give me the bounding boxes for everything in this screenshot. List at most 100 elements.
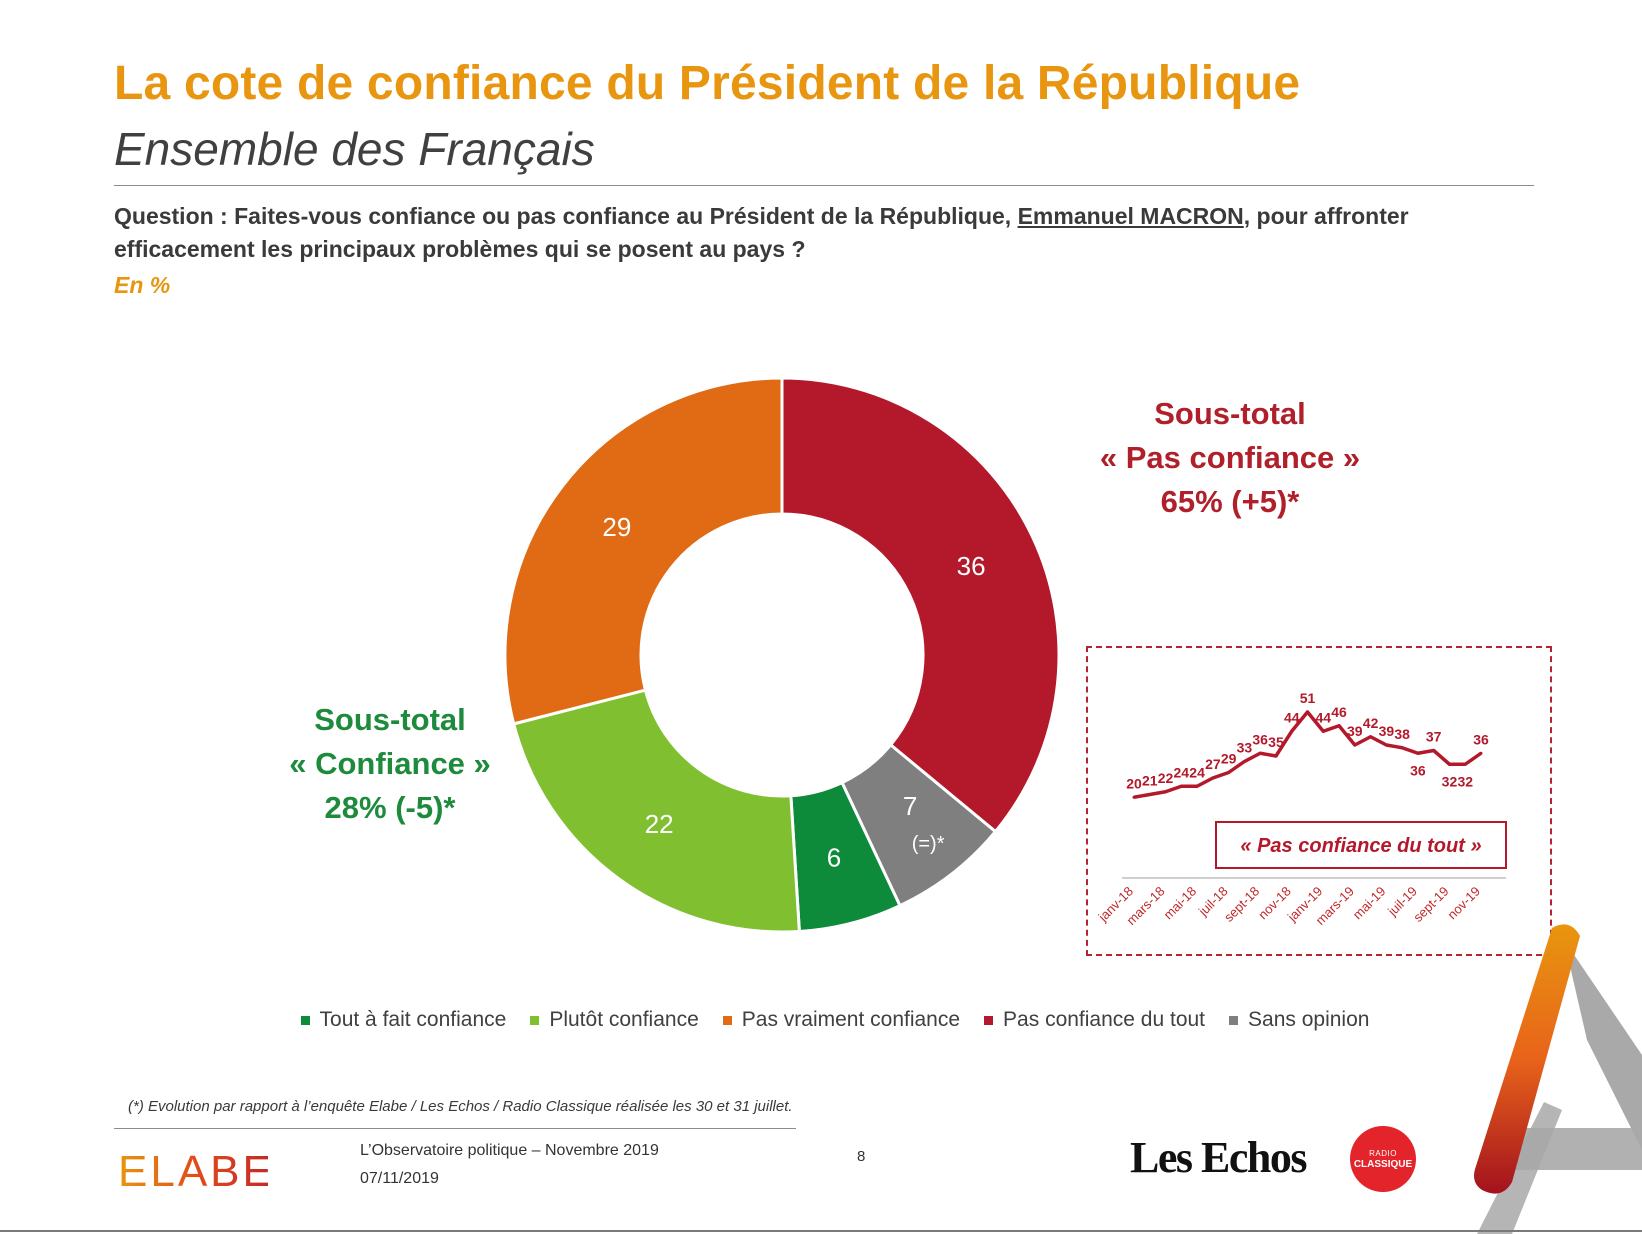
trend-line xyxy=(1133,710,1483,799)
trend-point-21 xyxy=(1463,762,1467,766)
question-suffix: , pour affronter efficacement les princi… xyxy=(114,203,1409,262)
trend-value-7: 33 xyxy=(1237,740,1253,756)
trend-point-17 xyxy=(1400,746,1404,750)
trend-value-22: 36 xyxy=(1473,731,1489,747)
trend-point-18 xyxy=(1416,751,1420,755)
legend-swatch-4 xyxy=(1229,1015,1239,1025)
page-number: 8 xyxy=(857,1148,866,1165)
footer-publication: L’Observatoire politique – Novembre 2019 xyxy=(360,1142,659,1159)
triangle-gray-right xyxy=(1564,940,1642,1150)
legend-swatch-2 xyxy=(722,1015,732,1025)
corner-triangle-logo xyxy=(1474,924,1642,1234)
donut-label-0: 36 xyxy=(957,551,986,581)
trend-point-19 xyxy=(1432,749,1436,752)
subtotal-confiance: Sous-total « Confiance » 28% (-5)* xyxy=(270,698,510,830)
page-title: La cote de confiance du Président de la … xyxy=(114,57,1301,110)
elabe-logo: ELABE xyxy=(118,1150,268,1190)
footer-divider xyxy=(114,1128,796,1129)
trend-value-0: 20 xyxy=(1126,775,1142,791)
subtotal-pos-line1: Sous-total xyxy=(314,702,466,737)
trend-value-1: 21 xyxy=(1142,773,1158,789)
trend-point-15 xyxy=(1369,735,1373,739)
legend-label-0: Tout à fait confiance xyxy=(319,1008,507,1031)
trend-value-17: 38 xyxy=(1394,726,1410,742)
trend-point-0 xyxy=(1132,795,1136,799)
trend-value-16: 39 xyxy=(1379,723,1395,739)
chart-legend: Tout à fait confiance Plutôt confiance Pas… xyxy=(270,1008,1400,1032)
x-tick-label-2: mai-18 xyxy=(1160,884,1199,923)
subtotal-neg-line2: « Pas confiance » xyxy=(1099,440,1361,475)
trend-value-4: 24 xyxy=(1189,764,1205,780)
footer-date: 07/11/2019 xyxy=(360,1170,439,1187)
trend-value-9: 35 xyxy=(1268,734,1284,750)
legend-label-1: Plutôt confiance xyxy=(549,1008,699,1031)
legend-label-4: Sans opinion xyxy=(1248,1008,1370,1031)
trend-value-15: 42 xyxy=(1363,715,1379,731)
trend-point-3 xyxy=(1179,784,1183,788)
inset-frame xyxy=(1086,646,1552,956)
x-tick-label-8: mai-19 xyxy=(1350,884,1389,923)
trend-value-10: 44 xyxy=(1284,709,1300,725)
triangle-gray-left xyxy=(1477,1102,1562,1234)
trend-point-20 xyxy=(1447,762,1451,766)
trend-value-6: 29 xyxy=(1221,751,1237,767)
donut-label-4: 29 xyxy=(602,512,631,542)
radio-logo-line1: RADIO xyxy=(1369,1149,1397,1158)
trend-point-10 xyxy=(1290,729,1294,733)
trend-value-20: 32 xyxy=(1442,773,1458,789)
subtotal-pos-line2: « Confiance » xyxy=(289,746,491,781)
trend-point-1 xyxy=(1148,793,1152,796)
legend-swatch-3 xyxy=(984,1015,994,1025)
subtotal-neg-line1: Sous-total xyxy=(1154,396,1306,431)
trend-point-7 xyxy=(1242,760,1246,763)
donut-label-3: 22 xyxy=(645,809,674,839)
donut-chart: 36 7 (=)* 6 22 29 xyxy=(505,376,1061,934)
trend-point-4 xyxy=(1195,784,1199,788)
legend-item-1: Plutôt confiance xyxy=(530,1008,699,1032)
triangle-color-stroke xyxy=(1474,924,1580,1194)
trend-point-22 xyxy=(1479,751,1483,755)
legend-swatch-1 xyxy=(530,1015,540,1025)
trend-value-13: 46 xyxy=(1331,704,1347,720)
trend-point-2 xyxy=(1164,790,1168,794)
donut-slice-4 xyxy=(505,376,784,726)
trend-value-3: 24 xyxy=(1174,764,1190,780)
radio-logo-line2: CLASSIQUE xyxy=(1353,1159,1413,1170)
radio-classique-logo: RADIO CLASSIQUE xyxy=(1350,1126,1416,1192)
question-prefix: Question : Faites-vous confiance ou pas … xyxy=(114,203,1018,229)
legend-item-4: Sans opinion xyxy=(1229,1008,1369,1032)
x-tick-label-4: sept-18 xyxy=(1221,884,1262,925)
trend-value-8: 36 xyxy=(1252,731,1268,747)
subtotal-pas-confiance: Sous-total « Pas confiance » 65% (+5)* xyxy=(1080,392,1380,524)
legend-label-2: Pas vraiment confiance xyxy=(741,1008,961,1031)
trend-point-8 xyxy=(1258,751,1262,755)
trend-value-19: 37 xyxy=(1426,729,1442,745)
subtotal-pos-line3: 28% (-5)* xyxy=(324,790,456,825)
question-name: Emmanuel MACRON xyxy=(1017,203,1244,229)
legend-item-3: Pas confiance du tout xyxy=(984,1008,1205,1032)
donut-slice-0 xyxy=(780,376,1061,834)
header-divider xyxy=(114,185,1534,186)
elabe-logo-text: ELABE xyxy=(118,1150,268,1190)
trend-value-14: 39 xyxy=(1347,723,1363,739)
donut-label-2: 6 xyxy=(827,842,841,872)
survey-question: Question : Faites-vous confiance ou pas … xyxy=(114,200,1514,266)
trend-value-21: 32 xyxy=(1457,773,1473,789)
trend-point-13 xyxy=(1337,724,1341,728)
trend-value-5: 27 xyxy=(1205,756,1221,772)
donut-label-1: 7 xyxy=(903,791,917,821)
series-label: « Pas confiance du tout » xyxy=(1240,835,1481,857)
legend-item-0: Tout à fait confiance xyxy=(300,1008,507,1032)
footnote: (*) Evolution par rapport à l’enquête El… xyxy=(128,1098,793,1115)
trend-point-6 xyxy=(1227,771,1231,774)
trend-point-16 xyxy=(1384,743,1388,747)
x-tick-label-10: sept-19 xyxy=(1410,884,1451,925)
subtotal-neg-line3: 65% (+5)* xyxy=(1160,484,1300,519)
les-echos-logo: Les Echos xyxy=(1130,1133,1307,1182)
trend-value-11: 51 xyxy=(1300,690,1316,706)
legend-label-3: Pas confiance du tout xyxy=(1003,1008,1206,1031)
donut-slice-3 xyxy=(511,688,801,934)
unit-label: En % xyxy=(114,272,171,298)
donut-note-1: (=)* xyxy=(912,833,945,855)
